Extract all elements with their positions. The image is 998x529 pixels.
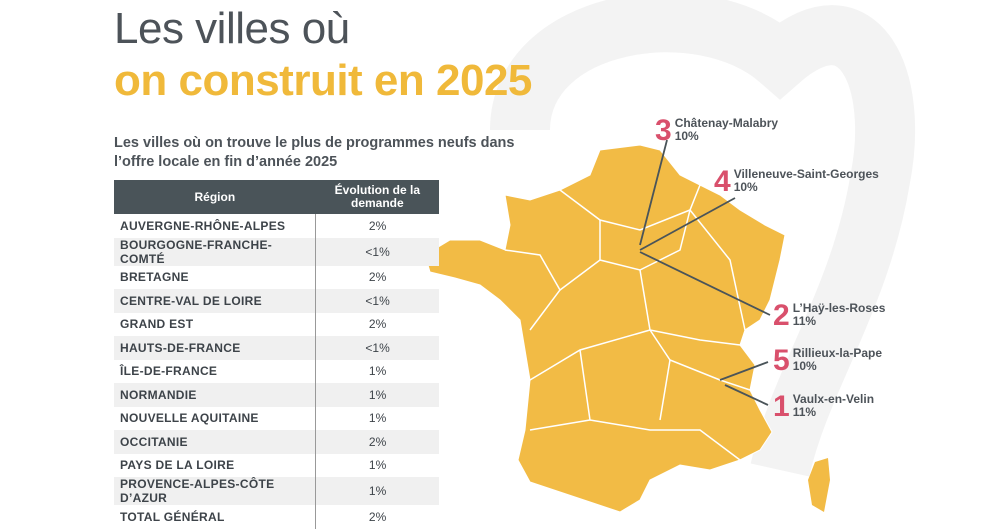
table-row: BRETAGNE 2% <box>114 265 439 289</box>
column-header-evolution: Évolution de la demande <box>315 180 439 214</box>
evolution-cell: <1% <box>315 237 439 266</box>
pointer-lines <box>639 139 771 406</box>
region-cell: GRAND EST <box>120 317 194 332</box>
region-cell: AUVERGNE-RHÔNE-ALPES <box>120 218 286 233</box>
regions-table: Région Évolution de la demande AUVERGNE-… <box>114 180 439 529</box>
city-name: Vaulx-en-Velin <box>792 392 875 406</box>
table-row: NOUVELLE AQUITAINE 1% <box>114 406 439 430</box>
table-row: PAYS DE LA LOIRE 1% <box>114 453 439 477</box>
region-cell: ÎLE-DE-FRANCE <box>120 364 218 379</box>
rank: 2 <box>773 299 790 332</box>
region-cell: BRETAGNE <box>120 270 189 285</box>
city-name: Châtenay-Malabry <box>674 116 779 130</box>
evolution-cell: 2% <box>315 312 439 336</box>
table-row: TOTAL GÉNÉRAL 2% <box>114 505 439 529</box>
region-cell: HAUTS-DE-FRANCE <box>114 336 316 360</box>
subtitle: Les villes où on trouve le plus de progr… <box>114 135 515 170</box>
region-cell: NORMANDIE <box>114 383 316 407</box>
region-cell: TOTAL GÉNÉRAL <box>120 509 225 524</box>
table-row: BOURGOGNE-FRANCHE-COMTÉ <1% <box>114 237 439 266</box>
table-row: GRAND EST 2% <box>114 312 439 336</box>
evolution-cell: 1% <box>315 453 439 477</box>
city-label-1: 1 Vaulx-en-Velin 11% <box>773 390 875 423</box>
evolution-cell: 1% <box>315 359 439 383</box>
region-cell: PAYS DE LA LOIRE <box>120 458 235 473</box>
city-name: Rillieux-la-Pape <box>792 346 883 360</box>
region-cell: OCCITANIE <box>114 430 316 454</box>
region-cell: CENTRE-VAL DE LOIRE <box>114 289 316 313</box>
table-row: AUVERGNE-RHÔNE-ALPES 2% <box>114 214 439 238</box>
evolution-cell: <1% <box>315 289 439 313</box>
city-value: 11% <box>792 314 817 328</box>
city-name: Villeneuve-Saint-Georges <box>733 167 879 181</box>
region-cell: BOURGOGNE-FRANCHE-COMTÉ <box>114 237 316 266</box>
table-row: NORMANDIE 1% <box>114 383 439 407</box>
title-line-1: Les villes où <box>114 4 350 53</box>
table-row: PROVENCE-ALPES-CÔTE D’AZUR 1% <box>114 477 439 505</box>
title-line-2: on construit en 2025 <box>114 56 532 105</box>
rank: 3 <box>655 114 672 147</box>
city-label-2: 2 L’Haÿ-les-Roses 11% <box>773 299 886 332</box>
city-label-4: 4 Villeneuve-Saint-Georges 10% <box>714 165 879 198</box>
evolution-cell: 2% <box>315 505 439 529</box>
france-mainland <box>424 144 786 513</box>
evolution-cell: <1% <box>315 336 439 360</box>
table-row: CENTRE-VAL DE LOIRE <1% <box>114 289 439 313</box>
evolution-cell: 2% <box>315 214 439 238</box>
city-name: L’Haÿ-les-Roses <box>792 301 886 315</box>
city-value: 11% <box>792 405 817 419</box>
column-header-region: Région <box>114 180 316 214</box>
city-value: 10% <box>733 180 758 194</box>
table-row: OCCITANIE 2% <box>114 430 439 454</box>
region-cell: PROVENCE-ALPES-CÔTE D’AZUR <box>114 477 316 505</box>
city-label-3: 3 Châtenay-Malabry 10% <box>655 114 779 147</box>
city-label-5: 5 Rillieux-la-Pape 10% <box>773 344 883 377</box>
evolution-cell: 1% <box>315 406 439 430</box>
evolution-cell: 2% <box>315 265 439 289</box>
table-row: HAUTS-DE-FRANCE <1% <box>114 336 439 360</box>
evolution-cell: 1% <box>315 383 439 407</box>
rank: 5 <box>773 344 790 377</box>
watermark-heart <box>490 0 916 477</box>
evolution-cell: 2% <box>315 430 439 454</box>
city-value: 10% <box>674 129 699 143</box>
evolution-cell: 1% <box>315 477 439 505</box>
rank: 4 <box>714 165 731 198</box>
table-row: ÎLE-DE-FRANCE 1% <box>114 359 439 383</box>
region-borders <box>504 184 751 461</box>
corsica <box>808 458 830 512</box>
region-cell: NOUVELLE AQUITAINE <box>120 411 259 426</box>
city-value: 10% <box>792 359 817 373</box>
rank: 1 <box>773 390 790 423</box>
